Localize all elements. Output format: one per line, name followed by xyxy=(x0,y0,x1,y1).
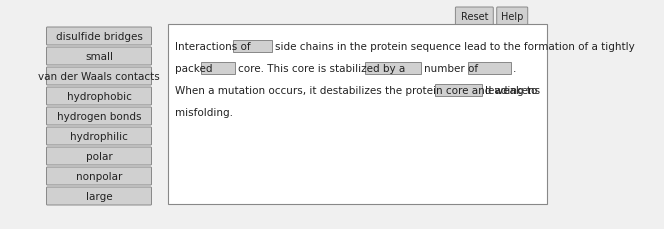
Text: Help: Help xyxy=(501,12,523,22)
Text: When a mutation occurs, it destabilizes the protein core and weakens: When a mutation occurs, it destabilizes … xyxy=(175,86,540,95)
Text: number of: number of xyxy=(424,64,477,74)
FancyBboxPatch shape xyxy=(46,68,151,86)
FancyBboxPatch shape xyxy=(435,85,482,97)
Text: disulfide bridges: disulfide bridges xyxy=(56,32,143,42)
Text: packed: packed xyxy=(175,64,212,74)
Text: .: . xyxy=(513,64,517,74)
FancyBboxPatch shape xyxy=(233,41,272,53)
FancyBboxPatch shape xyxy=(168,25,546,204)
Text: Interactions of: Interactions of xyxy=(175,42,250,52)
FancyBboxPatch shape xyxy=(497,8,528,26)
Text: hydrophobic: hydrophobic xyxy=(66,92,131,101)
Text: polar: polar xyxy=(86,151,112,161)
FancyBboxPatch shape xyxy=(46,187,151,205)
FancyBboxPatch shape xyxy=(46,128,151,145)
FancyBboxPatch shape xyxy=(46,48,151,66)
Text: small: small xyxy=(85,52,113,62)
FancyBboxPatch shape xyxy=(468,63,511,75)
Text: hydrophilic: hydrophilic xyxy=(70,131,128,141)
FancyBboxPatch shape xyxy=(201,63,235,75)
FancyBboxPatch shape xyxy=(46,108,151,125)
Text: Reset: Reset xyxy=(461,12,488,22)
Text: leading to: leading to xyxy=(485,86,537,95)
FancyBboxPatch shape xyxy=(46,88,151,106)
FancyBboxPatch shape xyxy=(46,167,151,185)
Text: misfolding.: misfolding. xyxy=(175,108,233,117)
Text: core. This core is stabilized by a: core. This core is stabilized by a xyxy=(238,64,405,74)
FancyBboxPatch shape xyxy=(456,8,493,26)
Text: large: large xyxy=(86,191,112,201)
Text: nonpolar: nonpolar xyxy=(76,171,122,181)
Text: van der Waals contacts: van der Waals contacts xyxy=(38,72,160,82)
FancyBboxPatch shape xyxy=(46,28,151,46)
FancyBboxPatch shape xyxy=(46,147,151,165)
FancyBboxPatch shape xyxy=(365,63,421,75)
Text: hydrogen bonds: hydrogen bonds xyxy=(56,112,141,121)
Text: side chains in the protein sequence lead to the formation of a tightly: side chains in the protein sequence lead… xyxy=(275,42,634,52)
